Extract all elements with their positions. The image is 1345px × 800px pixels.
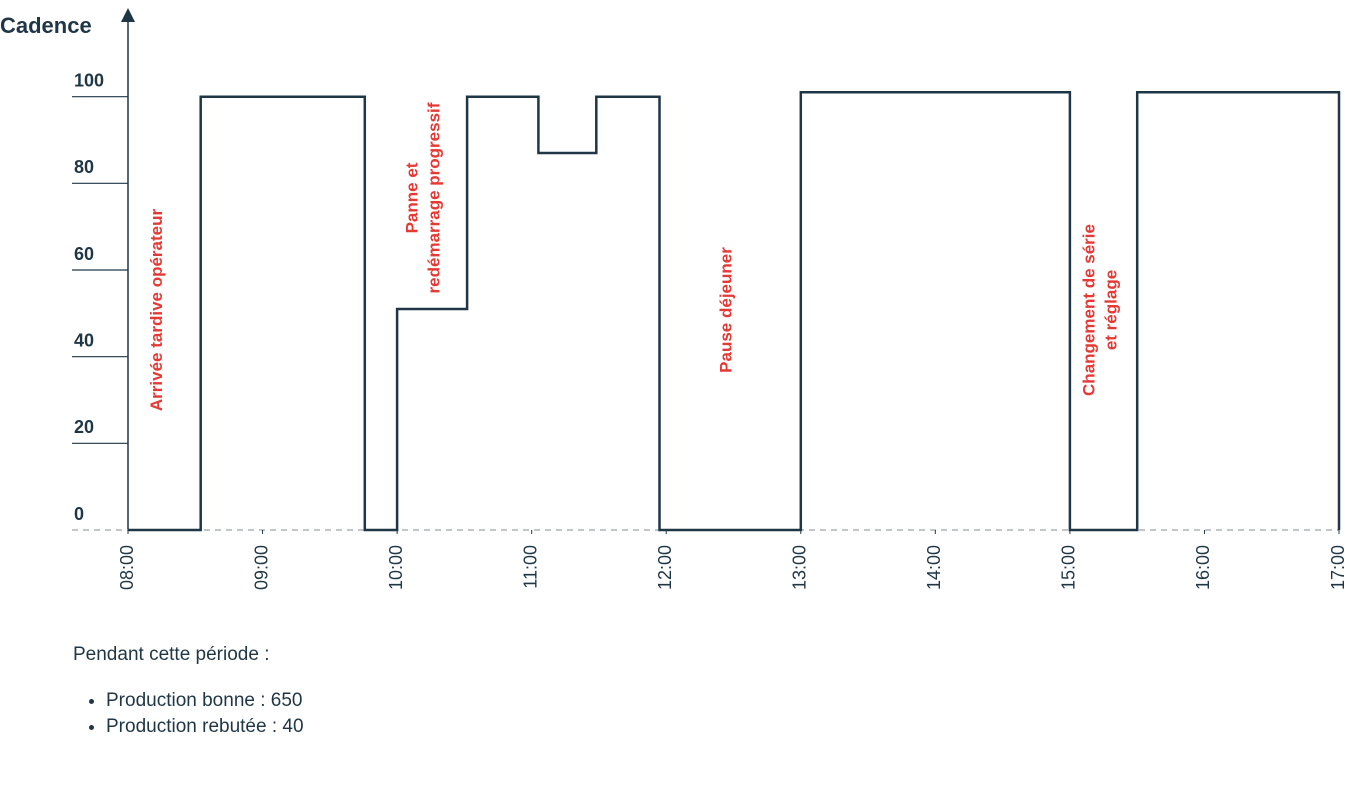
y-tick-label: 80 [74,157,94,177]
annotation: Changement de série [1079,224,1098,396]
note-item: Production rebutée : 40 [106,714,304,740]
y-tick-label: 0 [74,504,84,524]
annotation: Panne et [403,162,422,233]
x-tick-label: 13:00 [790,545,810,590]
x-tick-label: 15:00 [1059,545,1079,590]
note-item: Production bonne : 650 [106,688,304,714]
annotation: redémarrage progressif [425,102,444,293]
y-tick-label: 100 [74,70,104,90]
chart: Cadence 0 20 40 60 80 100 08:00 09:00 10:00 11:00… [0,8,1345,590]
note: Pendant cette période : Production bonne… [73,644,304,740]
note-list: Production bonne : 650 Production rebuté… [73,688,304,740]
x-tick-label: 11:00 [520,545,540,589]
x-tick-label: 16:00 [1193,545,1213,590]
x-tick-label: 12:00 [655,545,675,590]
annotation: Arrivée tardive opérateur [147,209,166,412]
y-tick-label: 20 [74,417,94,437]
annotation: Pause déjeuner [716,247,735,373]
cadence-line [128,91,1341,532]
x-tick-label: 09:00 [251,545,271,590]
annotation: et réglage [1101,270,1120,350]
y-axis-label: Cadence [0,13,92,38]
x-tick-label: 17:00 [1328,545,1345,590]
y-axis-arrow [121,8,135,22]
x-tick-label: 10:00 [386,545,406,590]
x-tick-label: 08:00 [117,545,137,590]
y-tick-label: 60 [74,244,94,264]
note-intro: Pendant cette période : [73,644,270,665]
y-tick-label: 40 [74,330,94,350]
x-tick-label: 14:00 [924,545,944,590]
